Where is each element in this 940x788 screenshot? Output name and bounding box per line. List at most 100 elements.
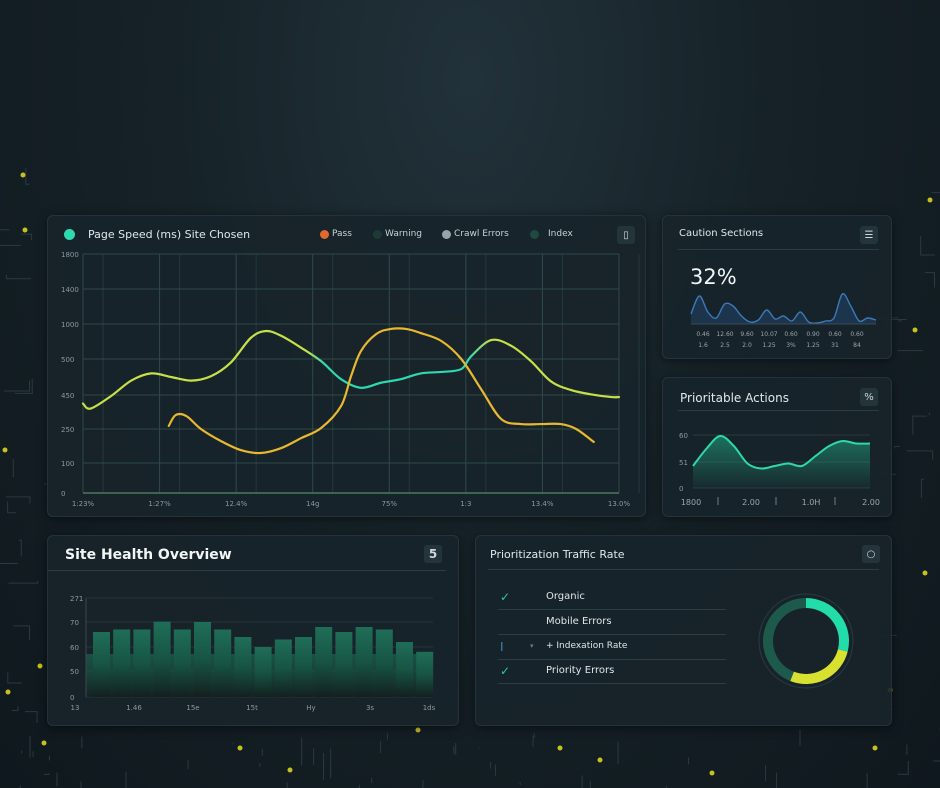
circuit-trace	[5, 274, 32, 280]
traffic-item-indexation-rate[interactable]: I ▾ + Indexation Rate	[498, 635, 726, 660]
bar	[173, 629, 191, 697]
legend-label: Crawl Errors	[454, 229, 509, 239]
circuit-node	[922, 570, 928, 576]
x-tick-label: 1:27%	[148, 500, 171, 508]
legend-pass[interactable]: Pass	[320, 229, 352, 239]
circuit-trace	[924, 272, 936, 288]
bar	[396, 642, 413, 697]
x-tick-label: 14g	[306, 500, 319, 508]
traffic-item-priority-errors[interactable]: ✓ Priority Errors	[498, 659, 726, 684]
circuit-trace	[931, 192, 940, 194]
divider	[488, 569, 879, 570]
donut-segment	[790, 648, 848, 684]
health-score-button[interactable]: 5	[424, 545, 442, 563]
circuit-trace	[894, 446, 900, 449]
circuit-trace	[14, 378, 33, 394]
circuit-trace	[933, 760, 940, 762]
x-tick-label: 12.60	[716, 331, 733, 338]
circuit-node	[912, 327, 918, 333]
area-line	[692, 435, 871, 470]
pin-icon: I	[500, 640, 504, 654]
bar	[274, 639, 292, 697]
legend-warning[interactable]: Warning	[373, 229, 422, 239]
y-tick-label: 60	[70, 644, 79, 652]
bar	[194, 622, 211, 697]
x-tick-label: 1.46	[126, 704, 142, 712]
bar	[295, 637, 312, 697]
circuit-trace	[8, 580, 39, 584]
menu-icon[interactable]: ☰	[860, 226, 878, 244]
circuit-trace	[906, 450, 934, 460]
speed-gauge-icon	[64, 229, 75, 240]
legend-index[interactable]: Index	[530, 229, 573, 239]
clipboard-icon[interactable]: ▯	[617, 226, 635, 244]
x-tick-label: 2.0	[742, 342, 752, 349]
circuit-trace	[0, 244, 21, 246]
bar	[315, 627, 333, 697]
traffic-item-mobile-errors[interactable]: Mobile Errors	[498, 610, 726, 635]
donut-segment	[805, 598, 849, 652]
percent-button[interactable]: %	[860, 388, 878, 406]
x-tick-label: 9.60	[740, 331, 754, 338]
legend-warning-dot	[373, 229, 382, 239]
x-tick-label: 84	[853, 342, 861, 349]
item-label: Organic	[546, 591, 585, 602]
circuit-node	[20, 172, 26, 178]
divider	[48, 570, 446, 571]
traffic-item-organic[interactable]: ✓ Organic	[498, 585, 726, 610]
x-tick-label: 1:23%	[72, 500, 95, 508]
x-tick-label: 2.00	[862, 498, 880, 507]
x-tick-label: 15e	[186, 704, 199, 712]
y-tick-label: 271	[70, 595, 83, 603]
circuit-node	[22, 227, 28, 233]
circuit-trace	[920, 478, 924, 498]
y-tick-label: 0	[679, 485, 683, 493]
bar	[214, 629, 232, 697]
bar	[234, 637, 252, 697]
x-tick-label: 1800	[681, 498, 701, 507]
y-tick-label: 50	[70, 668, 79, 676]
site-health-bar-chart: 271 70 60 50 0 13 1.46 15e 15t Hy 3s 1ds	[70, 595, 436, 712]
x-tick-label: 1ds	[423, 704, 436, 712]
y-tick-label: 0	[70, 694, 74, 702]
y-tick-label: 1800	[61, 251, 79, 259]
x-tick-label: 31	[831, 342, 839, 349]
legend-crawl-errors[interactable]: Crawl Errors	[442, 229, 509, 239]
circuit-trace	[897, 761, 909, 775]
page-speed-panel: Page Speed (ms) Site Chosen Pass Warning…	[47, 215, 646, 517]
circuit-trace	[6, 496, 31, 504]
bar	[335, 632, 353, 697]
circuit-node	[287, 767, 293, 773]
x-tick-label: 10.07	[760, 331, 777, 338]
x-tick-label: 0.90	[806, 331, 820, 338]
x-tick-label: 0.60	[784, 331, 798, 338]
refresh-icon[interactable]: ○	[862, 545, 880, 563]
bar	[133, 629, 151, 697]
x-tick-label: 1.25	[762, 342, 776, 349]
x-tick-label: 0.46	[696, 331, 710, 338]
circuit-trace	[25, 167, 30, 185]
circuit-node	[237, 745, 243, 751]
x-tick-label: 13	[71, 704, 80, 712]
circuit-trace	[11, 706, 19, 711]
x-tick-label: 1.25	[806, 342, 820, 349]
circuit-trace	[12, 458, 14, 477]
x-tick-label: 13.4%	[531, 500, 554, 508]
y-tick-label: 1000	[61, 321, 79, 329]
circuit-trace	[18, 539, 22, 557]
circuit-node	[415, 727, 421, 733]
circuit-node	[2, 447, 8, 453]
legend-label: Index	[548, 229, 573, 239]
caution-title: Caution Sections	[679, 228, 764, 239]
site-health-title: Site Health Overview	[65, 547, 232, 563]
traffic-title: Prioritization Traffic Rate	[490, 548, 625, 561]
x-tick-label: 75%	[382, 500, 398, 508]
item-label: Mobile Errors	[546, 616, 612, 627]
donut-outer-ring	[758, 593, 854, 689]
legend-index-dot	[530, 229, 539, 239]
x-tick-label: 3s	[366, 704, 374, 712]
circuit-trace	[3, 380, 31, 392]
bar	[416, 651, 434, 697]
